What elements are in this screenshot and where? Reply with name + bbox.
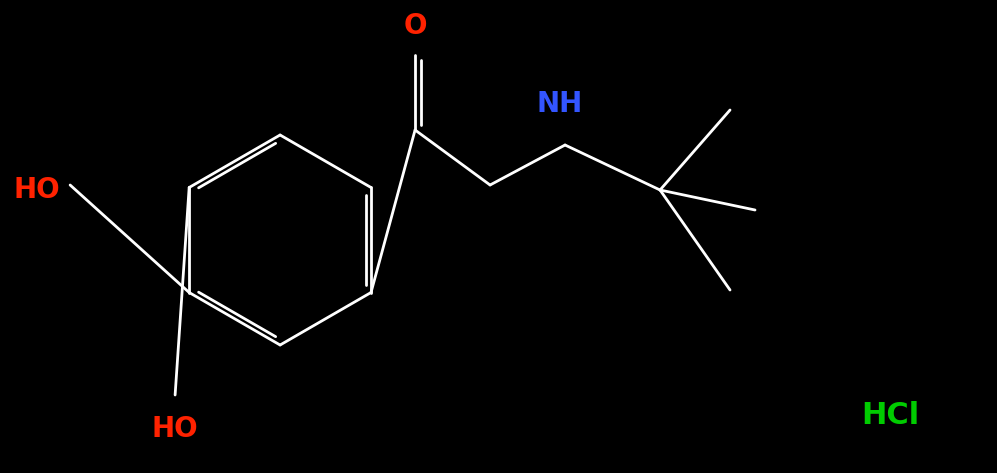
Text: O: O [404,12,427,40]
Text: HCl: HCl [860,401,919,430]
Text: NH: NH [537,90,583,118]
Text: HO: HO [14,176,60,204]
Text: HO: HO [152,415,198,443]
